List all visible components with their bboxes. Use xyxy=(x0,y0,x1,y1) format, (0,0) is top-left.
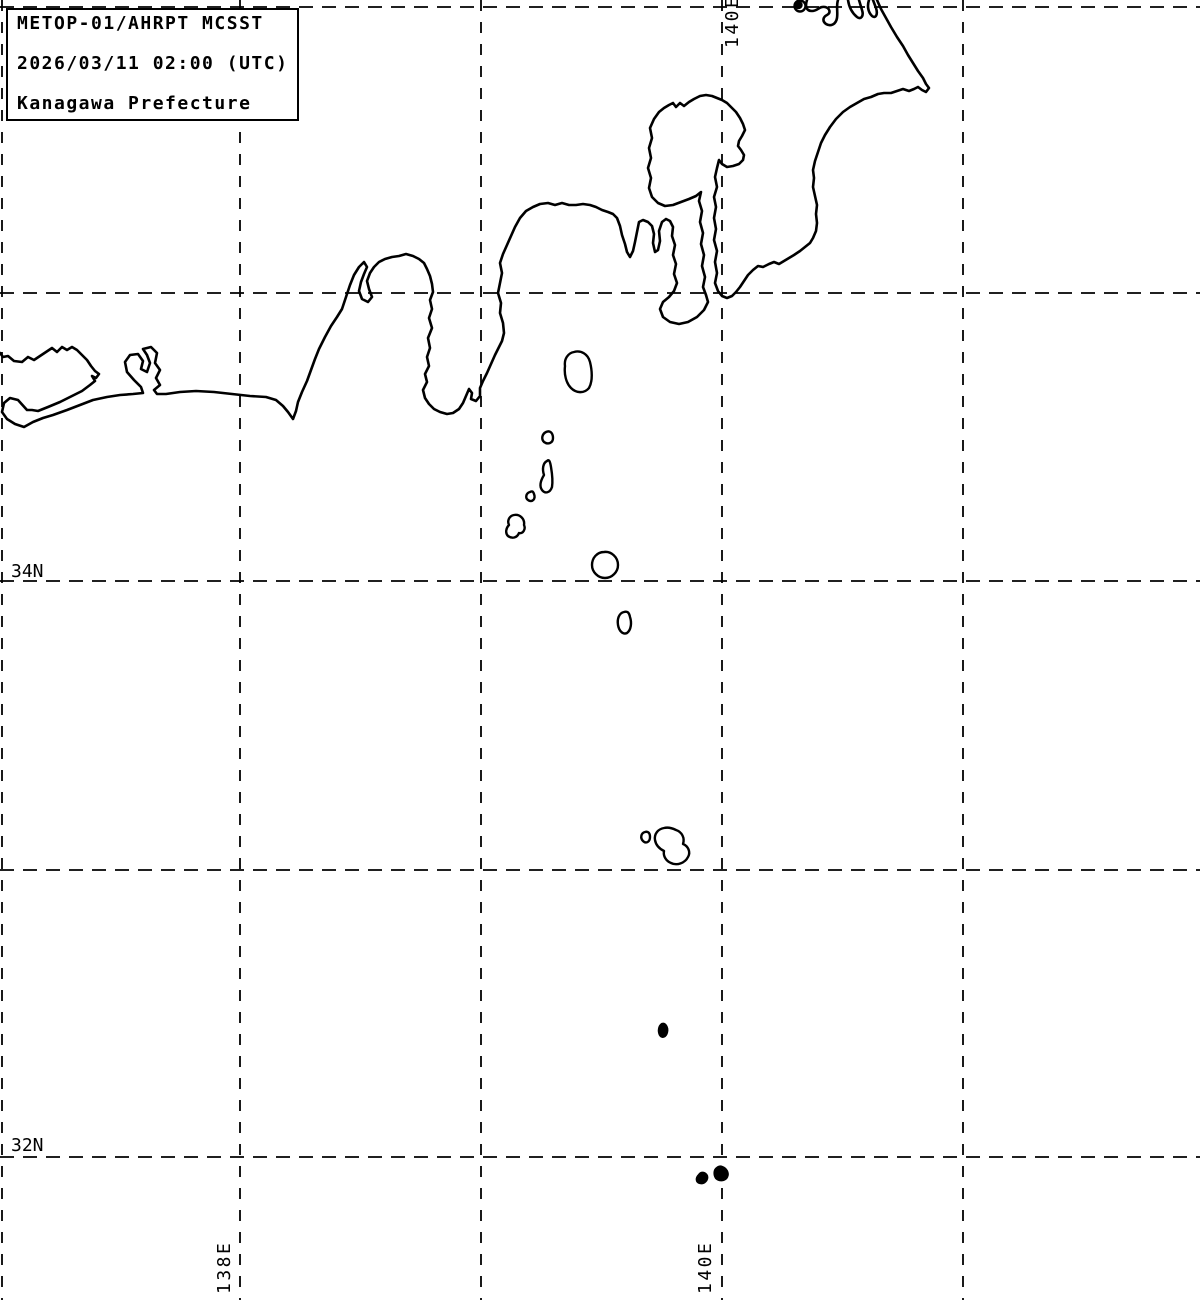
toshima-island xyxy=(541,430,555,445)
aogashima-island xyxy=(657,1022,669,1038)
harbor-islet-dot-island xyxy=(794,0,803,10)
info-line-product: METOP-01/AHRPT MCSST xyxy=(17,13,264,34)
mikurajima-island xyxy=(616,610,633,635)
oshima-island xyxy=(563,350,593,394)
lat-label-32n: 32N xyxy=(11,1135,44,1156)
miyakejima-island xyxy=(590,550,620,580)
islet-east-island xyxy=(713,1165,729,1182)
coastline-mainland xyxy=(0,0,931,429)
coastline-harbor-b xyxy=(846,0,879,20)
islet-west-island xyxy=(695,1171,709,1185)
lat-label-34n: 34N xyxy=(11,561,44,582)
hachijojima-island xyxy=(653,826,691,866)
hachijo-kojima-island xyxy=(640,830,652,844)
info-box: METOP-01/AHRPT MCSST 2026/03/11 02:00 (U… xyxy=(6,8,300,121)
lon-label-138e-bottom: 138E xyxy=(214,1240,235,1294)
lon-label-140e-top: 140E xyxy=(722,0,743,48)
lon-label-140e-bottom: 140E xyxy=(695,1240,716,1294)
coastline-group xyxy=(0,0,931,429)
islands xyxy=(505,0,807,1185)
kozushima-island xyxy=(505,513,526,539)
shikinejima-island xyxy=(525,490,536,503)
info-line-datetime: 2026/03/11 02:00 (UTC) xyxy=(17,53,289,74)
niijima-island xyxy=(539,459,554,494)
info-line-region: Kanagawa Prefecture xyxy=(17,93,252,114)
coastline-harbor-a xyxy=(804,0,840,27)
